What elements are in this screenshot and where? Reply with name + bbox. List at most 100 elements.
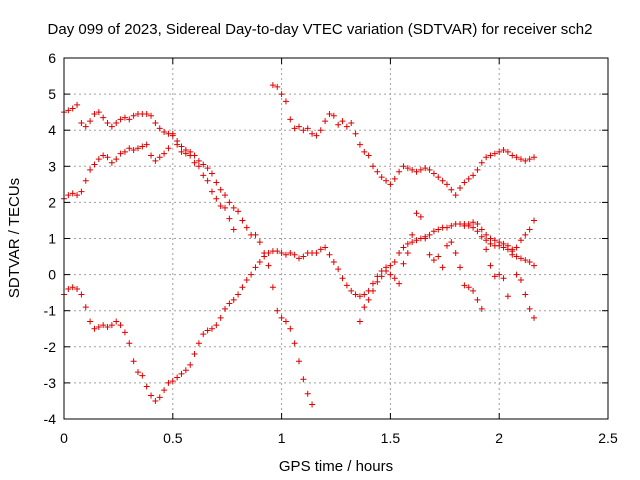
data-point xyxy=(296,255,303,262)
data-point xyxy=(282,251,289,258)
data-point xyxy=(522,291,529,298)
data-point xyxy=(100,114,107,121)
data-point xyxy=(326,110,333,117)
data-point xyxy=(517,255,524,262)
data-point xyxy=(413,168,420,175)
data-point xyxy=(261,253,268,260)
data-point xyxy=(130,358,137,365)
data-point xyxy=(156,394,163,401)
data-point xyxy=(113,156,120,163)
data-point xyxy=(222,192,229,199)
data-point xyxy=(413,210,420,217)
data-point xyxy=(95,323,102,330)
data-point xyxy=(100,152,107,159)
series-track-d xyxy=(269,82,538,199)
data-point xyxy=(474,296,481,303)
data-point xyxy=(69,190,76,197)
data-point xyxy=(409,239,416,246)
data-point xyxy=(478,226,485,233)
data-point xyxy=(148,392,155,399)
data-point xyxy=(65,192,72,199)
data-point xyxy=(296,123,303,130)
data-point xyxy=(391,275,398,282)
data-point xyxy=(526,226,533,233)
data-point xyxy=(470,224,477,231)
data-point xyxy=(513,154,520,161)
data-point xyxy=(117,322,124,329)
data-point xyxy=(195,340,202,347)
data-point xyxy=(517,277,524,284)
data-point xyxy=(361,304,368,311)
data-point xyxy=(400,244,407,251)
series-track-f xyxy=(461,217,538,253)
data-point xyxy=(217,314,224,321)
data-point xyxy=(252,264,259,271)
data-point xyxy=(365,152,372,159)
data-point xyxy=(113,318,120,325)
series-track-c xyxy=(61,130,237,233)
data-point xyxy=(478,305,485,312)
data-point xyxy=(256,258,263,265)
data-point xyxy=(487,235,494,242)
data-point xyxy=(256,239,263,246)
data-point xyxy=(413,237,420,244)
x-tick-label: 2 xyxy=(495,430,503,446)
data-points xyxy=(61,82,538,408)
data-point xyxy=(422,235,429,242)
data-point xyxy=(265,262,272,269)
data-point xyxy=(121,148,128,155)
data-point xyxy=(461,282,468,289)
y-tick-label: 0 xyxy=(48,267,56,283)
data-point xyxy=(78,291,85,298)
data-point xyxy=(174,141,181,148)
data-point xyxy=(200,161,207,168)
data-point xyxy=(178,143,185,150)
data-point xyxy=(430,170,437,177)
data-point xyxy=(178,148,185,155)
data-point xyxy=(417,166,424,173)
data-point xyxy=(230,204,237,211)
data-point xyxy=(95,109,102,116)
data-point xyxy=(104,119,111,126)
data-point xyxy=(291,251,298,258)
data-point xyxy=(269,82,276,89)
data-point xyxy=(78,119,85,126)
data-point xyxy=(78,188,85,195)
data-point xyxy=(409,231,416,238)
data-point xyxy=(74,192,81,199)
data-point xyxy=(339,118,346,125)
data-point xyxy=(430,228,437,235)
data-point xyxy=(235,208,242,215)
data-point xyxy=(391,175,398,182)
data-point xyxy=(330,258,337,265)
data-point xyxy=(356,293,363,300)
data-point xyxy=(465,284,472,291)
data-point xyxy=(335,266,342,273)
data-point xyxy=(335,121,342,128)
series-track-b xyxy=(61,221,538,404)
data-point xyxy=(483,237,490,244)
data-point xyxy=(191,351,198,358)
data-point xyxy=(435,174,442,181)
data-point xyxy=(152,397,159,404)
data-point xyxy=(313,132,320,139)
data-point xyxy=(217,203,224,210)
data-point xyxy=(243,224,250,231)
data-point xyxy=(287,116,294,123)
data-point xyxy=(226,300,233,307)
data-point xyxy=(491,273,498,280)
data-point xyxy=(191,159,198,166)
data-point xyxy=(274,307,281,314)
data-point xyxy=(204,327,211,334)
data-point xyxy=(443,224,450,231)
data-point xyxy=(239,217,246,224)
data-point xyxy=(374,278,381,285)
x-tick-labels: 0 0.5 1 1.5 2 2.5 xyxy=(60,430,618,446)
data-point xyxy=(483,154,490,161)
y-tick-label: -1 xyxy=(44,303,57,319)
data-point xyxy=(161,150,168,157)
data-point xyxy=(161,387,168,394)
data-point xyxy=(422,165,429,172)
x-tick-label: 0 xyxy=(60,430,68,446)
data-point xyxy=(304,390,311,397)
